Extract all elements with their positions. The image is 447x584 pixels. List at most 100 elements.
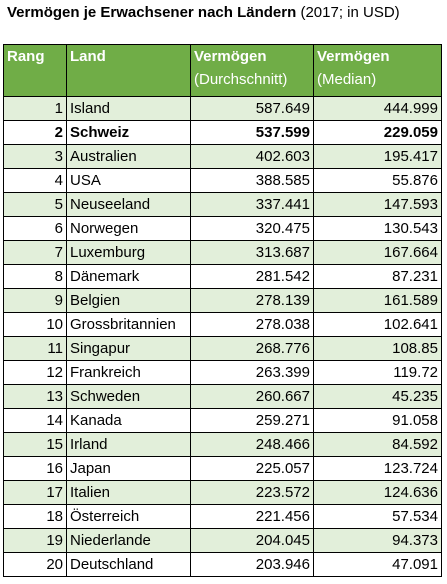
rank-cell: 13 <box>3 384 67 409</box>
rank-cell: 20 <box>3 552 67 577</box>
country-cell: Luxemburg <box>66 240 191 265</box>
mean-wealth-cell: 388.585 <box>190 168 314 193</box>
country-cell: Singapur <box>66 336 191 361</box>
rank-cell: 5 <box>3 192 67 217</box>
country-cell: Island <box>66 96 191 121</box>
page-title: Vermögen je Erwachsener nach Ländern (20… <box>7 4 400 21</box>
mean-wealth-cell: 537.599 <box>190 120 314 145</box>
mean-wealth-cell: 268.776 <box>190 336 314 361</box>
median-wealth-cell: 147.593 <box>313 192 442 217</box>
title-main: Vermögen je Erwachsener nach Ländern <box>7 4 297 21</box>
rank-cell: 9 <box>3 288 67 313</box>
country-cell: Neuseeland <box>66 192 191 217</box>
mean-wealth-cell: 263.399 <box>190 360 314 385</box>
rank-cell: 16 <box>3 456 67 481</box>
median-wealth-cell: 444.999 <box>313 96 442 121</box>
table-row: 4 USA 388.585 55.876 <box>3 168 442 193</box>
table-row: 11 Singapur 268.776 108.85 <box>3 336 442 361</box>
country-cell: Norwegen <box>66 216 191 241</box>
country-cell: Schweiz <box>66 120 191 145</box>
country-cell: Dänemark <box>66 264 191 289</box>
table-row: 10 Grossbritannien 278.038 102.641 <box>3 312 442 337</box>
country-cell: Irland <box>66 432 191 457</box>
median-wealth-cell: 84.592 <box>313 432 442 457</box>
median-wealth-cell: 47.091 <box>313 552 442 577</box>
country-cell: Österreich <box>66 504 191 529</box>
rank-cell: 19 <box>3 528 67 553</box>
rank-cell: 10 <box>3 312 67 337</box>
rank-cell: 3 <box>3 144 67 169</box>
table-row: 20 Deutschland 203.946 47.091 <box>3 552 442 577</box>
median-wealth-cell: 57.534 <box>313 504 442 529</box>
median-wealth-cell: 229.059 <box>313 120 442 145</box>
header-rank: Rang <box>3 44 67 97</box>
table-row: 8 Dänemark 281.542 87.231 <box>3 264 442 289</box>
table-row: 6 Norwegen 320.475 130.543 <box>3 216 442 241</box>
table-row: 16 Japan 225.057 123.724 <box>3 456 442 481</box>
table-row: 17 Italien 223.572 124.636 <box>3 480 442 505</box>
mean-wealth-cell: 402.603 <box>190 144 314 169</box>
table-row: 12 Frankreich 263.399 119.72 <box>3 360 442 385</box>
country-cell: Schweden <box>66 384 191 409</box>
median-wealth-cell: 94.373 <box>313 528 442 553</box>
rank-cell: 7 <box>3 240 67 265</box>
median-wealth-cell: 45.235 <box>313 384 442 409</box>
mean-wealth-cell: 313.687 <box>190 240 314 265</box>
median-wealth-cell: 87.231 <box>313 264 442 289</box>
table-header-row: Rang Land Vermögen (Durchschnitt) Vermöge… <box>3 44 442 97</box>
header-country: Land <box>66 44 191 97</box>
header-median-sub: (Median) <box>317 71 377 88</box>
country-cell: Niederlande <box>66 528 191 553</box>
table-row: 2 Schweiz 537.599 229.059 <box>3 120 442 145</box>
mean-wealth-cell: 259.271 <box>190 408 314 433</box>
mean-wealth-cell: 278.139 <box>190 288 314 313</box>
median-wealth-cell: 55.876 <box>313 168 442 193</box>
median-wealth-cell: 91.058 <box>313 408 442 433</box>
mean-wealth-cell: 278.038 <box>190 312 314 337</box>
rank-cell: 15 <box>3 432 67 457</box>
title-suffix: (2017; in USD) <box>296 4 400 21</box>
median-wealth-cell: 123.724 <box>313 456 442 481</box>
country-cell: Grossbritannien <box>66 312 191 337</box>
country-cell: Kanada <box>66 408 191 433</box>
rank-cell: 6 <box>3 216 67 241</box>
wealth-table: Rang Land Vermögen (Durchschnitt) Vermöge… <box>3 44 442 577</box>
mean-wealth-cell: 203.946 <box>190 552 314 577</box>
mean-wealth-cell: 248.466 <box>190 432 314 457</box>
table-row: 9 Belgien 278.139 161.589 <box>3 288 442 313</box>
mean-wealth-cell: 225.057 <box>190 456 314 481</box>
rank-cell: 1 <box>3 96 67 121</box>
table-row: 7 Luxemburg 313.687 167.664 <box>3 240 442 265</box>
rank-cell: 18 <box>3 504 67 529</box>
mean-wealth-cell: 221.456 <box>190 504 314 529</box>
mean-wealth-cell: 281.542 <box>190 264 314 289</box>
country-cell: Australien <box>66 144 191 169</box>
mean-wealth-cell: 223.572 <box>190 480 314 505</box>
table-row: 3 Australien 402.603 195.417 <box>3 144 442 169</box>
rank-cell: 11 <box>3 336 67 361</box>
country-cell: USA <box>66 168 191 193</box>
rank-cell: 8 <box>3 264 67 289</box>
median-wealth-cell: 161.589 <box>313 288 442 313</box>
median-wealth-cell: 102.641 <box>313 312 442 337</box>
table-row: 1 Island 587.649 444.999 <box>3 96 442 121</box>
mean-wealth-cell: 337.441 <box>190 192 314 217</box>
country-cell: Italien <box>66 480 191 505</box>
table-row: 14 Kanada 259.271 91.058 <box>3 408 442 433</box>
median-wealth-cell: 108.85 <box>313 336 442 361</box>
median-wealth-cell: 130.543 <box>313 216 442 241</box>
country-cell: Japan <box>66 456 191 481</box>
mean-wealth-cell: 320.475 <box>190 216 314 241</box>
table-row: 5 Neuseeland 337.441 147.593 <box>3 192 442 217</box>
mean-wealth-cell: 204.045 <box>190 528 314 553</box>
rank-cell: 4 <box>3 168 67 193</box>
rank-cell: 12 <box>3 360 67 385</box>
rank-cell: 17 <box>3 480 67 505</box>
median-wealth-cell: 167.664 <box>313 240 442 265</box>
mean-wealth-cell: 587.649 <box>190 96 314 121</box>
median-wealth-cell: 124.636 <box>313 480 442 505</box>
median-wealth-cell: 195.417 <box>313 144 442 169</box>
header-mean-wealth: Vermögen (Durchschnitt) <box>190 44 314 97</box>
header-mean-sub: (Durchschnitt) <box>194 71 288 88</box>
country-cell: Frankreich <box>66 360 191 385</box>
